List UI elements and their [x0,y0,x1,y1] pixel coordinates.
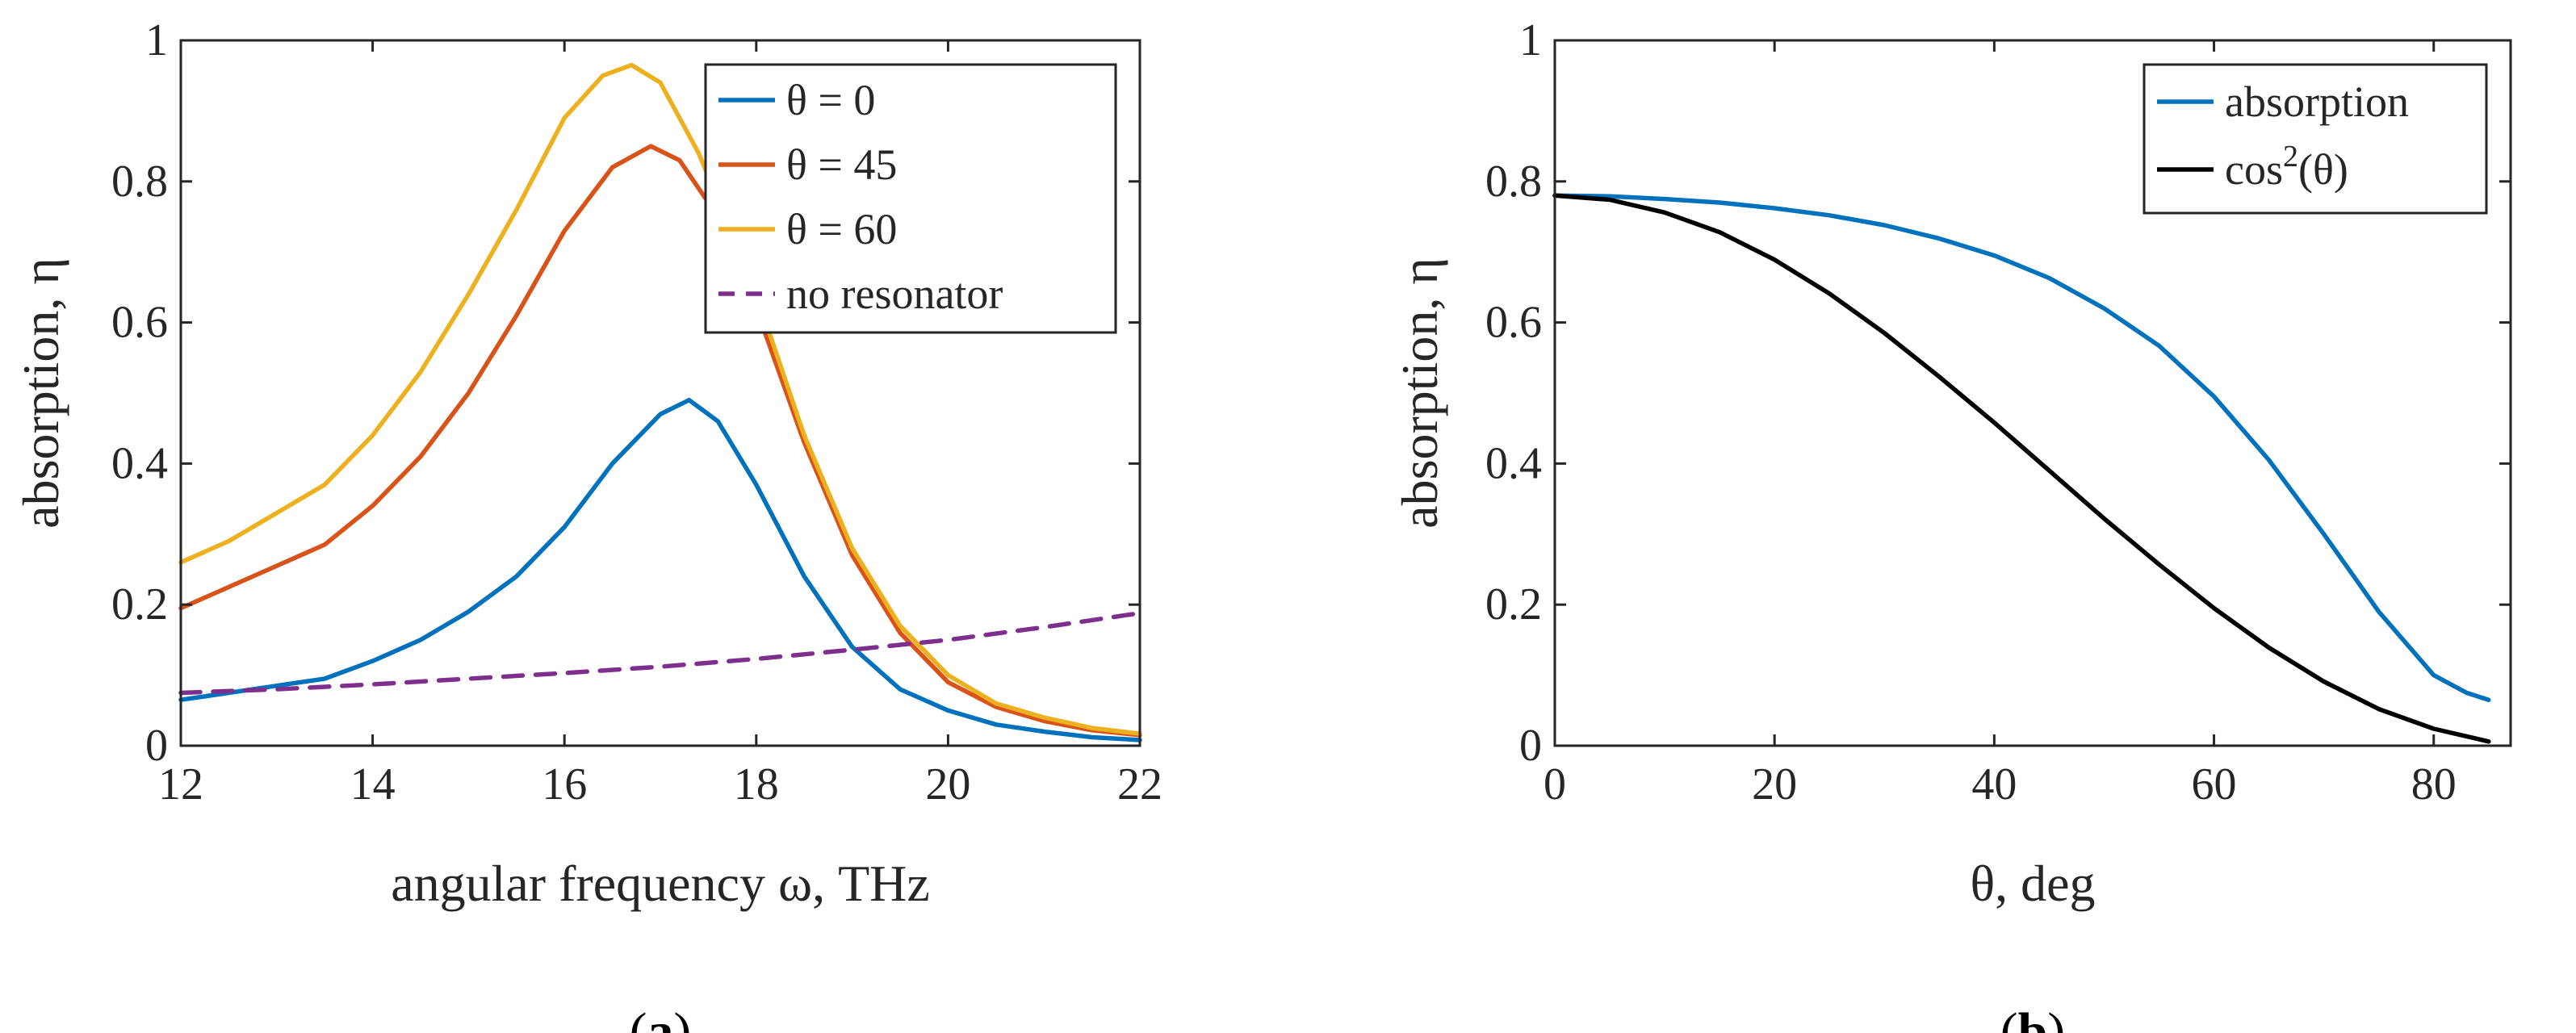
panel-a-ytick-label: 0 [145,721,168,771]
panel-a-caption: (a) [630,1002,692,1033]
panel-a-xtick-label: 22 [1117,759,1162,809]
panel-b-ytick-label: 0.2 [1485,579,1542,629]
panel-b-xtick-label: 0 [1544,759,1566,809]
panel-a-xtick-label: 14 [350,759,396,809]
panel-a-ylabel: absorption, η [12,257,69,529]
panel-b-ytick-label: 0.4 [1485,438,1542,488]
panel-b-caption: (b) [2000,1002,2066,1033]
panel-b-xtick-label: 60 [2192,759,2237,809]
panel-a-ytick-label: 1 [145,15,168,65]
panel-a-xtick-label: 18 [734,759,779,809]
panel-b-ytick-label: 1 [1519,15,1542,65]
panel-b-ytick-label: 0.6 [1485,298,1542,348]
panel-a-series-3 [178,610,1142,696]
panel-b-axes-box [1553,39,2512,747]
panel-b-xlabel: θ, deg [1970,855,2095,912]
panel-a-xlabel: angular frequency ω, THz [391,855,930,912]
panel-a-series-2 [178,62,1142,736]
panel-b-legend-label: absorption [2225,77,2409,126]
panel-b-legend-box [2142,63,2488,215]
panel-a-series-0 [178,397,1142,742]
panel-a-ytick-label: 0.8 [111,157,168,207]
panel-a: 12 14 16 18 20 22 0 0.2 0.4 0.6 0.8 1 absorption, η… [12,15,1162,1033]
panel-a-lines [178,62,1142,742]
panel-b-ytick-label: 0.8 [1485,157,1542,207]
panel-a-ytick-label: 0.2 [111,579,168,629]
panel-b: 0 20 40 60 80 0 0.2 0.4 0.6 0.8 1 absorption, η θ,… [1391,15,2512,1033]
panel-a-series-1 [178,144,1142,738]
panel-a-ytick-label: 0.6 [111,298,168,348]
panel-a-caption-letter: a [647,1002,674,1033]
panel-a-legend-label: θ = 45 [786,140,897,189]
panel-b-legend-label: cos2(θ) [2225,140,2348,194]
panel-b-legend: absorption cos2(θ) [2142,63,2488,215]
panel-a-xtick-label: 16 [542,759,587,809]
panel-a-ytick-label: 0.4 [111,438,168,488]
panel-a-ticks: 12 14 16 18 20 22 0 0.2 0.4 0.6 0.8 1 [111,15,1162,809]
panel-b-ticks: 0 20 40 60 80 0 0.2 0.4 0.6 0.8 1 [1485,15,2511,809]
panel-a-legend-label: θ = 60 [786,205,897,253]
panel-b-xtick-label: 80 [2411,759,2457,809]
panel-b-series-0 [1552,193,2491,702]
panel-a-xtick-label: 12 [158,759,203,809]
panel-b-ytick-label: 0 [1519,721,1542,771]
panel-a-legend-label: θ = 0 [786,76,875,124]
panel-b-caption-letter: b [2018,1002,2048,1033]
panel-a-xtick-label: 20 [925,759,970,809]
panel-b-lines [1552,193,2491,744]
panel-a-legend-box [704,63,1117,334]
panel-a-legend-label: no resonator [786,270,1003,318]
panel-a-axes-box [179,39,1141,747]
panel-a-legend: θ = 0 θ = 45 θ = 60 no resonator [704,63,1117,334]
panel-b-xtick-label: 40 [1971,759,2017,809]
panel-b-ylabel: absorption, η [1391,257,1448,529]
panel-b-series-1 [1552,193,2491,744]
panel-b-xtick-label: 20 [1752,759,1797,809]
